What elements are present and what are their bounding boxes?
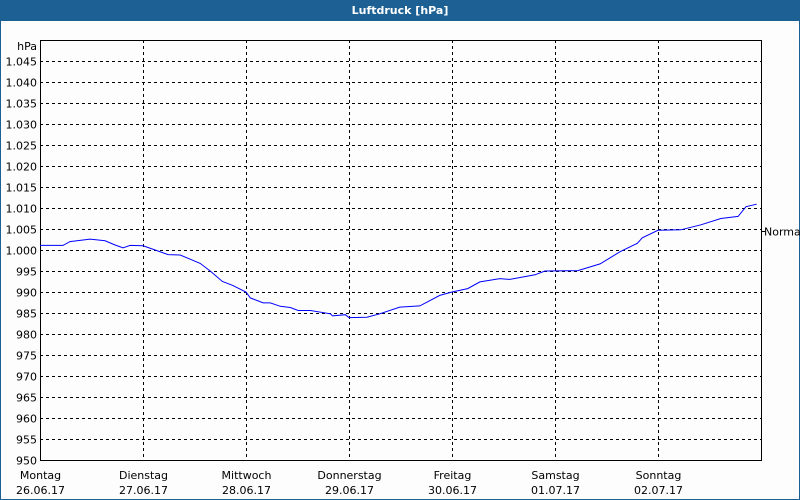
y-tick-label: 1.035 bbox=[6, 98, 38, 111]
x-tick-date: 28.06.17 bbox=[222, 484, 271, 497]
x-tick-date: 30.06.17 bbox=[428, 484, 477, 497]
plot-frame bbox=[40, 40, 762, 461]
y-axis-unit: hPa bbox=[17, 40, 37, 53]
x-tick-date: 02.07.17 bbox=[634, 484, 683, 497]
x-tick-date: 01.07.17 bbox=[531, 484, 580, 497]
y-tick-label: 1.005 bbox=[6, 224, 38, 237]
y-tick-label: 1.020 bbox=[6, 161, 38, 174]
window-title: Luftdruck [hPa] bbox=[1, 1, 799, 21]
y-tick-label: 1.040 bbox=[6, 77, 38, 90]
x-tick-date: 26.06.17 bbox=[16, 484, 65, 497]
x-tick-day: Sonntag bbox=[636, 469, 682, 482]
y-tick-label: 970 bbox=[16, 371, 37, 384]
x-tick-day: Dienstag bbox=[119, 469, 168, 482]
y-tick-label: 1.045 bbox=[6, 56, 38, 69]
x-tick-date: 27.06.17 bbox=[119, 484, 168, 497]
y-tick-label: 1.000 bbox=[6, 245, 38, 258]
x-tick-day: Donnerstag bbox=[317, 469, 381, 482]
x-tick-day: Montag bbox=[20, 469, 61, 482]
y-tick-label: 1.015 bbox=[6, 182, 38, 195]
y-tick-label: 995 bbox=[16, 266, 37, 279]
y-tick-label: 950 bbox=[16, 455, 37, 468]
x-tick-day: Samstag bbox=[531, 469, 579, 482]
y-tick-label: 990 bbox=[16, 287, 37, 300]
y-tick-label: 965 bbox=[16, 392, 37, 405]
y-tick-label: 975 bbox=[16, 350, 37, 363]
y-tick-label: 1.010 bbox=[6, 203, 38, 216]
y-tick-label: 1.030 bbox=[6, 119, 38, 132]
x-tick-day: Mittwoch bbox=[222, 469, 272, 482]
pressure-line bbox=[40, 203, 757, 319]
y-tick-label: 1.025 bbox=[6, 140, 38, 153]
y-tick-label: 955 bbox=[16, 434, 37, 447]
y-tick-label: 980 bbox=[16, 329, 37, 342]
y-tick-label: 985 bbox=[16, 308, 37, 321]
x-tick-day: Freitag bbox=[434, 469, 472, 482]
y-tick-label: 960 bbox=[16, 413, 37, 426]
reference-label: Normal bbox=[764, 226, 800, 239]
x-tick-date: 29.06.17 bbox=[325, 484, 374, 497]
